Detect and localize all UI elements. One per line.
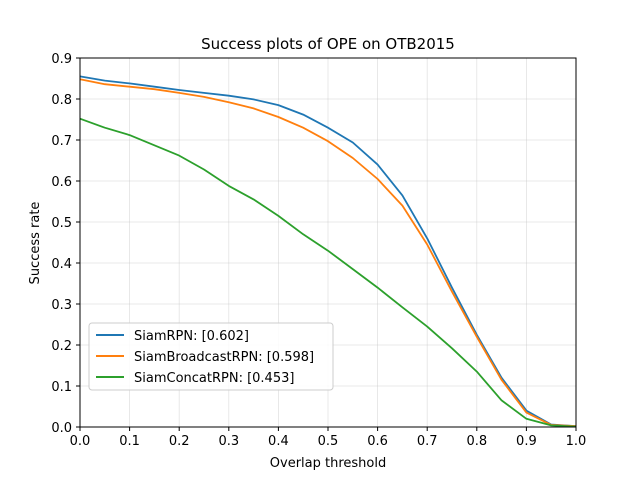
series-lines — [79, 75, 577, 428]
y-tick-label: 0.3 — [51, 298, 72, 313]
y-axis-label: Success rate — [28, 202, 43, 285]
legend-label-1: SiamRPN: [0.602] — [134, 329, 249, 344]
legend-label-2: SiamBroadcastRPN: [0.598] — [134, 350, 314, 365]
series-line-3 — [79, 117, 577, 428]
legend: SiamRPN: [0.602] SiamBroadcastRPN: [0.598… — [88, 322, 334, 391]
y-tick-label: 0.0 — [51, 421, 72, 436]
x-tick-label: 0.8 — [466, 434, 487, 449]
y-tick-label: 0.1 — [51, 380, 72, 395]
x-tick-label: 0.0 — [70, 434, 91, 449]
y-tick-label: 0.6 — [51, 175, 72, 190]
series-line-1 — [79, 75, 577, 428]
legend-label-3: SiamConcatRPN: [0.453] — [134, 371, 294, 386]
axis-ticks: 0.0 0.1 0.2 0.3 0.4 0.5 0.6 0.7 0.8 0.9 1.0 0.0 0.1 0… — [51, 52, 586, 449]
x-tick-label: 0.1 — [119, 434, 140, 449]
x-tick-label: 0.6 — [367, 434, 388, 449]
x-axis-label: Overlap threshold — [270, 456, 386, 471]
y-tick-label: 0.4 — [51, 257, 72, 272]
series-line-2 — [79, 78, 577, 428]
y-tick-label: 0.2 — [51, 339, 72, 354]
y-tick-label: 0.8 — [51, 93, 72, 108]
x-tick-label: 0.2 — [169, 434, 190, 449]
y-tick-label: 0.9 — [51, 52, 72, 67]
chart-title: Success plots of OPE on OTB2015 — [201, 35, 455, 53]
y-tick-label: 0.7 — [51, 134, 72, 149]
x-tick-label: 0.4 — [268, 434, 289, 449]
x-tick-label: 0.5 — [318, 434, 339, 449]
x-tick-label: 0.3 — [218, 434, 239, 449]
x-tick-label: 0.9 — [516, 434, 537, 449]
x-tick-label: 0.7 — [417, 434, 438, 449]
legend-box — [88, 322, 334, 391]
y-tick-label: 0.5 — [51, 216, 72, 231]
x-tick-label: 1.0 — [566, 434, 587, 449]
